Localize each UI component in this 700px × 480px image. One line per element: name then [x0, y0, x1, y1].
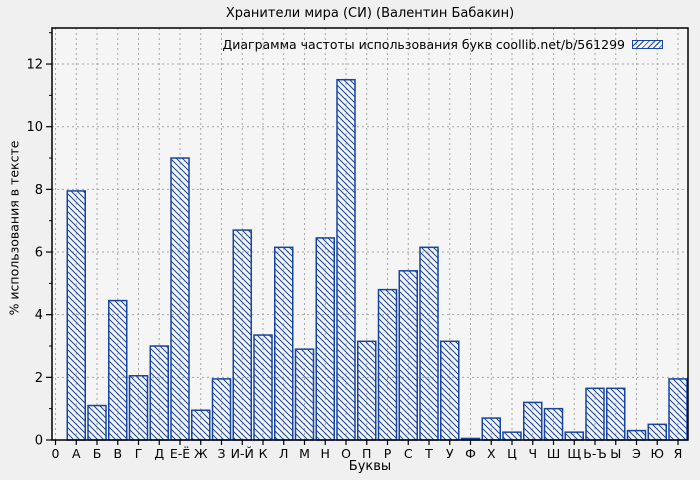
- legend-swatch-hatched-icon: [632, 39, 663, 49]
- bar-Я: [668, 378, 688, 441]
- y-tick-label: 0: [35, 434, 43, 449]
- bar-Э: [626, 429, 647, 441]
- x-tick-label: М: [299, 446, 310, 461]
- x-tick-label: Т: [424, 446, 433, 461]
- x-tick-label: К: [259, 446, 268, 461]
- bar-Т: [419, 246, 439, 441]
- y-tick-label: 10: [26, 120, 43, 135]
- x-tick-label: Н: [321, 446, 330, 461]
- x-tick-label: И-Й: [231, 446, 254, 461]
- y-tick-label: 2: [35, 371, 43, 386]
- bar-Л: [274, 246, 294, 441]
- bar-Е-Ё: [170, 157, 190, 441]
- bar-И-Й: [232, 229, 252, 441]
- bar-У: [440, 340, 460, 441]
- x-tick-label: Б: [93, 446, 102, 461]
- bar-З: [211, 378, 232, 441]
- legend-label: Диаграмма частоты использования букв coo…: [222, 36, 625, 52]
- bar-М: [294, 348, 315, 441]
- bar-Х: [481, 417, 501, 441]
- bar-Ь-Ъ: [585, 387, 605, 441]
- x-tick-label: Ы: [610, 446, 621, 461]
- x-tick-label: Д: [154, 446, 164, 461]
- bar-Б: [87, 404, 107, 441]
- legend: Диаграмма частоты использования букв coo…: [0, 36, 663, 52]
- x-tick-label: Ф: [465, 446, 476, 461]
- bar-Ш: [543, 407, 564, 441]
- x-tick-label: Р: [384, 446, 392, 461]
- x-tick-label: Г: [135, 446, 143, 461]
- y-tick-label: 6: [35, 246, 43, 261]
- x-tick-label: Ц: [507, 446, 517, 461]
- bar-Ч: [523, 401, 543, 441]
- x-tick-label: З: [217, 446, 225, 461]
- bar-Ж: [191, 409, 211, 441]
- bar-В: [108, 299, 128, 441]
- x-tick-label: А: [72, 446, 81, 461]
- x-tick-label: П: [362, 446, 371, 461]
- x-tick-label: Щ: [567, 446, 581, 461]
- y-tick-label: 4: [35, 308, 43, 323]
- bar-Ы: [606, 387, 626, 441]
- x-tick-label: Ь-Ъ: [583, 446, 607, 461]
- x-tick-label: О: [341, 446, 351, 461]
- bar-Г: [128, 375, 149, 441]
- plot-border: [51, 27, 689, 441]
- x-tick-label: Е-Ё: [170, 446, 190, 461]
- bar-Д: [149, 345, 169, 441]
- bar-Ц: [502, 431, 522, 441]
- bar-О: [336, 78, 356, 441]
- bar-Щ: [564, 431, 584, 441]
- x-tick-label: Ч: [528, 446, 537, 461]
- x-tick-label: У: [446, 446, 454, 461]
- bar-К: [253, 334, 273, 441]
- x-tick-label: Х: [487, 446, 496, 461]
- x-tick-label: С: [404, 446, 413, 461]
- bar-П: [357, 340, 377, 441]
- x-axis-label: Буквы: [348, 459, 392, 474]
- x-tick-label: Э: [632, 446, 641, 461]
- x-tick-label: Л: [279, 446, 288, 461]
- chart-title: Хранители мира (СИ) (Валентин Бабакин): [225, 6, 515, 21]
- x-tick-label: Я: [674, 446, 683, 461]
- x-tick-label: Ю: [651, 446, 665, 461]
- bar-А: [66, 190, 86, 441]
- bar-Н: [315, 237, 335, 441]
- bar-Р: [377, 288, 398, 441]
- x-tick-label: Ж: [194, 446, 208, 461]
- x-tick-label: В: [113, 446, 122, 461]
- y-tick-label: 8: [35, 183, 43, 198]
- bar-С: [398, 270, 418, 441]
- bar-Ю: [647, 423, 667, 441]
- y-tick-label: 12: [26, 58, 43, 73]
- x-tick-label: 0: [52, 446, 60, 461]
- y-axis-label: % использования в тексте: [6, 140, 22, 316]
- x-tick-label: Ш: [547, 446, 560, 461]
